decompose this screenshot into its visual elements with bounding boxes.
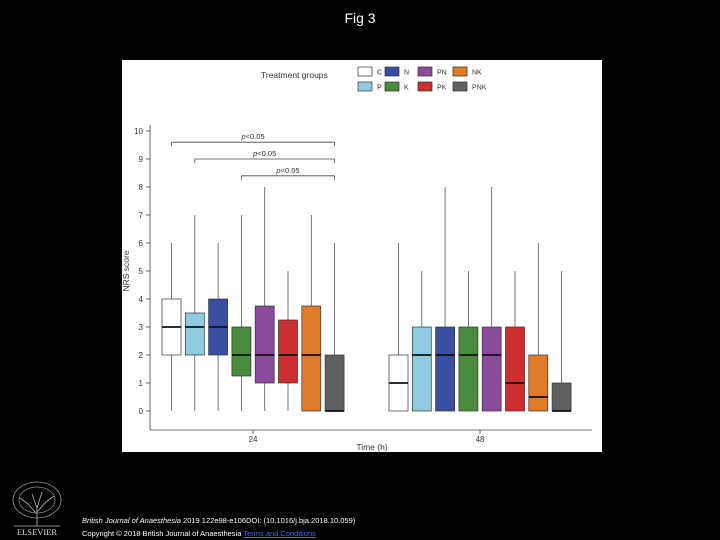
y-tick-label: 5 <box>139 267 144 276</box>
legend-swatch-N <box>384 66 400 77</box>
legend-swatch-C <box>357 66 373 77</box>
figure-panel: 0 1 2 3 4 5 6 7 8 9 10 NRS score 24 48 Time (h) p<0.05 p… <box>122 60 602 452</box>
significance-label: p<0.05 <box>240 132 264 141</box>
box-NK <box>301 305 322 412</box>
legend-swatch-PK <box>417 81 433 92</box>
legend-label-PK: PK <box>437 85 447 92</box>
copyright-line: Copyright © 2018 British Journal of Anae… <box>82 527 355 540</box>
box-NK <box>528 354 549 412</box>
box-PNK <box>324 354 345 412</box>
legend-swatch-PNK <box>452 81 468 92</box>
legend-label-P: P <box>377 85 382 92</box>
elsevier-tree-icon: ELSEVIER <box>6 476 68 538</box>
logo-text: ELSEVIER <box>17 527 57 537</box>
y-tick-label: 10 <box>134 127 143 136</box>
legend-label-NK: NK <box>472 70 482 77</box>
y-tick-label: 0 <box>139 407 144 416</box>
y-tick-label: 3 <box>139 323 144 332</box>
box-plot-chart: 0 1 2 3 4 5 6 7 8 9 10 NRS score 24 48 Time (h) p<0.05 p… <box>122 66 592 452</box>
x-tick-label: 24 <box>249 435 258 444</box>
legend-label-N: N <box>404 70 409 77</box>
legend-label-K: K <box>404 85 409 92</box>
legend-swatch-NK <box>452 66 468 77</box>
box-PN <box>254 305 275 384</box>
y-tick-label: 1 <box>139 379 144 388</box>
box-PN <box>481 326 502 412</box>
box-P <box>411 326 432 412</box>
legend-swatch-P <box>357 81 373 92</box>
legend-swatch-K <box>384 81 400 92</box>
box-N <box>435 326 455 412</box>
y-tick-label: 9 <box>139 155 144 164</box>
box-K <box>458 326 479 412</box>
legend-label-PNK: PNK <box>472 85 487 92</box>
box-PK <box>505 326 525 412</box>
legend-title: Treatment groups <box>261 70 328 80</box>
significance-label: p<0.05 <box>275 166 299 175</box>
legend-label-PN: PN <box>437 70 447 77</box>
x-axis-label: Time (h) <box>356 442 387 452</box>
terms-link[interactable]: Terms and Conditions <box>243 529 316 538</box>
y-tick-label: 6 <box>139 239 144 248</box>
y-axis-label: NRS score <box>122 250 131 291</box>
slide-title: Fig 3 <box>344 10 376 26</box>
citation-line: British Journal of Anaesthesia 2019 122e… <box>82 514 355 527</box>
footer: British Journal of Anaesthesia 2019 122e… <box>82 514 355 540</box>
y-tick-label: 2 <box>139 351 144 360</box>
y-tick-label: 4 <box>139 295 144 304</box>
citation-journal: British Journal of Anaesthesia <box>82 516 181 525</box>
citation-rest: 2019 122e98-e106DOI: (10.1016/j.bja.2018… <box>180 516 356 525</box>
box-PNK <box>551 382 572 412</box>
box-PK <box>278 319 298 384</box>
copyright-text: Copyright © 2018 British Journal of Anae… <box>82 529 242 538</box>
legend-label-C: C <box>377 70 382 77</box>
legend-swatch-PN <box>417 66 433 77</box>
box-P <box>184 312 205 356</box>
y-tick-label: 7 <box>139 211 144 220</box>
significance-label: p<0.05 <box>252 149 276 158</box>
x-tick-label: 48 <box>476 435 485 444</box>
box-K <box>231 326 252 377</box>
y-tick-label: 8 <box>139 183 144 192</box>
